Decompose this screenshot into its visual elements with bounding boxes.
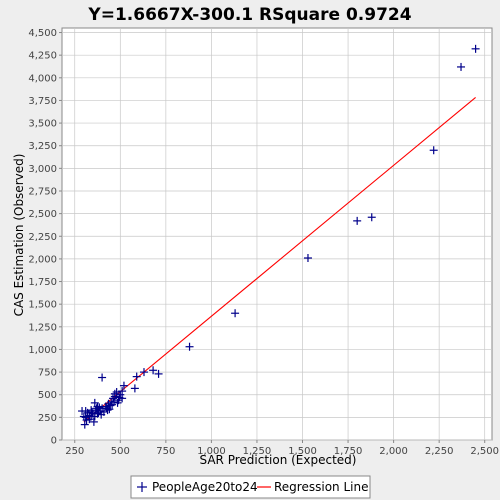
y-tick-label: 250 (38, 413, 57, 424)
scatter-point (457, 62, 466, 71)
plot-area (61, 27, 493, 441)
legend-item-scatter: PeopleAge20to24 (152, 480, 258, 494)
x-axis-label: SAR Prediction (Expected) (200, 453, 357, 467)
y-tick-label: 0 (51, 436, 57, 447)
scatter-point (95, 403, 104, 412)
scatter-point (139, 368, 148, 377)
scatter-point (132, 372, 141, 381)
y-tick-label: 1,750 (28, 277, 57, 288)
scatter-point (109, 397, 118, 406)
scatter-point (90, 398, 99, 407)
y-tick-label: 3,750 (28, 96, 57, 107)
scatter-point (109, 394, 118, 403)
legend-plus-icon (137, 482, 147, 492)
y-axis-label: CAS Estimation (Observed) (12, 154, 26, 317)
scatter-point (149, 366, 158, 375)
y-tick-label: 1,250 (28, 322, 57, 333)
legend: PeopleAge20to24 Regression Line (130, 475, 371, 499)
scatter-point (353, 216, 362, 225)
scatter-point (113, 398, 122, 407)
scatter-point (118, 387, 127, 396)
x-tick-label: 2,250 (425, 446, 454, 457)
scatter-point (303, 253, 312, 262)
scatter-point (231, 309, 240, 318)
scatter-points (78, 44, 480, 429)
legend-item-regression: Regression Line (274, 480, 368, 494)
scatter-point (102, 404, 111, 413)
scatter-point (103, 406, 112, 415)
scatter-point (78, 407, 87, 416)
y-tick-label: 2,250 (28, 232, 57, 243)
y-tick-label: 4,000 (28, 73, 57, 84)
x-tick-label: 1,750 (334, 446, 363, 457)
x-tick-label: 1,000 (197, 446, 226, 457)
y-tick-label: 3,250 (28, 141, 57, 152)
scatter-point (185, 342, 194, 351)
scatter-point (104, 399, 113, 408)
scatter-point (89, 417, 98, 426)
x-tick-label: 250 (65, 446, 84, 457)
scatter-point (83, 408, 92, 417)
x-tick-label: 1,250 (243, 446, 272, 457)
y-tick-label: 500 (38, 390, 57, 401)
y-tick-label: 750 (38, 368, 57, 379)
y-tick-label: 3,500 (28, 119, 57, 130)
y-tick-label: 2,000 (28, 254, 57, 265)
legend-box (130, 475, 371, 499)
scatter-point (82, 416, 91, 425)
scatter-point (119, 381, 128, 390)
axis-ticks: 250 500 750 1,000 1,250 1,500 1,750 2,000 2,250 2… (28, 28, 499, 457)
x-tick-label: 750 (156, 446, 175, 457)
scatter-point (130, 384, 139, 393)
regression-line (83, 96, 476, 423)
scatter-point (110, 392, 119, 401)
scatter-point (112, 388, 121, 397)
y-tick-label: 2,750 (28, 186, 57, 197)
x-tick-label: 2,500 (470, 446, 499, 457)
x-tick-label: 500 (111, 446, 130, 457)
grid-lines (62, 28, 492, 441)
y-tick-label: 4,500 (28, 28, 57, 39)
scatter-point (93, 409, 102, 418)
scatter-point (154, 369, 163, 378)
chart-title: Y=1.6667X-300.1 RSquare 0.9724 (87, 5, 411, 25)
scatter-point (115, 393, 124, 402)
y-tick-label: 2,500 (28, 209, 57, 220)
scatter-point (429, 146, 438, 155)
scatter-point (80, 420, 89, 429)
y-tick-label: 1,000 (28, 345, 57, 356)
y-tick-label: 4,250 (28, 51, 57, 62)
scatter-point (471, 44, 480, 53)
x-tick-label: 1,500 (288, 446, 317, 457)
y-tick-label: 3,000 (28, 164, 57, 175)
x-tick-label: 2,000 (379, 446, 408, 457)
scatter-point (88, 407, 97, 416)
regression-line-layer (83, 96, 476, 423)
scatter-point (98, 373, 107, 382)
y-tick-label: 1,500 (28, 300, 57, 311)
scatter-point (367, 213, 376, 222)
